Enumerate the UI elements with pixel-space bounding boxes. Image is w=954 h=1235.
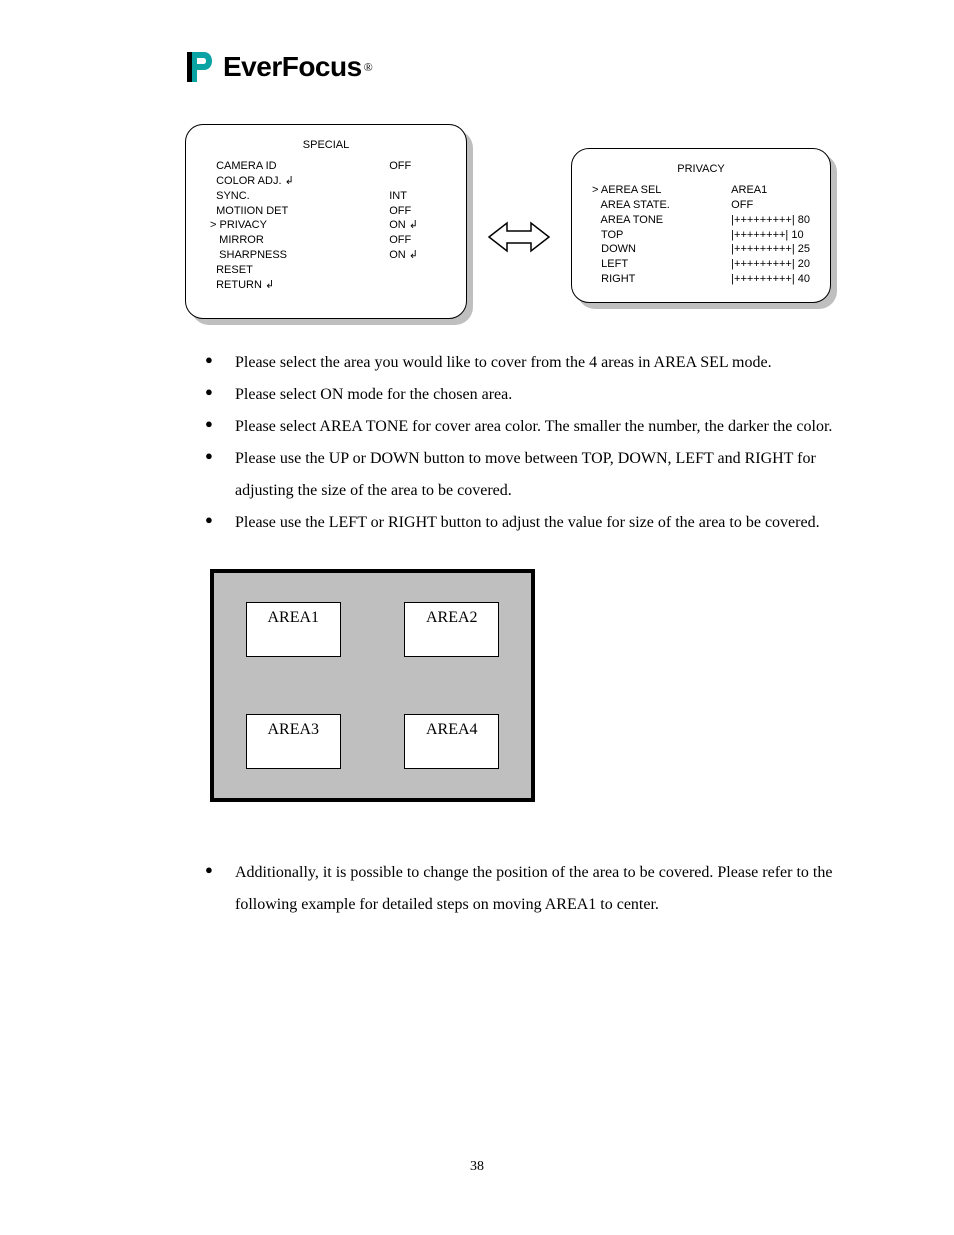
special-menu-values: OFF INT OFF ON ↲ OFF ON ↲: [389, 159, 448, 293]
instruction-item: Additionally, it is possible to change t…: [185, 857, 864, 921]
logo-text: EverFocus: [223, 51, 362, 83]
instruction-item: Please use the UP or DOWN button to move…: [185, 443, 864, 507]
privacy-menu-box: PRIVACY > AEREA SEL AREA STATE. AREA TON…: [571, 148, 831, 303]
page-number: 38: [0, 1159, 954, 1175]
special-menu-box: SPECIAL CAMERA ID COLOR ADJ. ↲ SYNC. MOT…: [185, 124, 467, 319]
area4-cell: AREA4: [404, 714, 499, 769]
instruction-list: Please select the area you would like to…: [185, 347, 864, 539]
area2-cell: AREA2: [404, 602, 499, 657]
privacy-menu-values: AREA1 OFF |+++++++++| 80 |++++++++| 10 |…: [731, 183, 812, 287]
instruction-item: Please select AREA TONE for cover area c…: [185, 411, 864, 443]
logo-mark-icon: [185, 50, 217, 84]
double-arrow-icon: [487, 219, 551, 255]
area-diagram: AREA1 AREA2 AREA3 AREA4: [210, 569, 535, 802]
privacy-menu-labels: > AEREA SEL AREA STATE. AREA TONE TOP DO…: [590, 183, 670, 287]
special-menu-labels: CAMERA ID COLOR ADJ. ↲ SYNC. MOTIION DET…: [204, 159, 294, 293]
instruction-list-2: Additionally, it is possible to change t…: [185, 857, 864, 921]
area3-cell: AREA3: [246, 714, 341, 769]
instruction-item: Please select ON mode for the chosen are…: [185, 379, 864, 411]
special-menu-title: SPECIAL: [204, 139, 448, 151]
registered-icon: ®: [364, 60, 373, 75]
brand-logo: EverFocus ®: [185, 50, 864, 84]
instruction-item: Please select the area you would like to…: [185, 347, 864, 379]
instruction-item: Please use the LEFT or RIGHT button to a…: [185, 507, 864, 539]
privacy-menu-title: PRIVACY: [590, 163, 812, 175]
area1-cell: AREA1: [246, 602, 341, 657]
menu-row: SPECIAL CAMERA ID COLOR ADJ. ↲ SYNC. MOT…: [185, 124, 864, 319]
